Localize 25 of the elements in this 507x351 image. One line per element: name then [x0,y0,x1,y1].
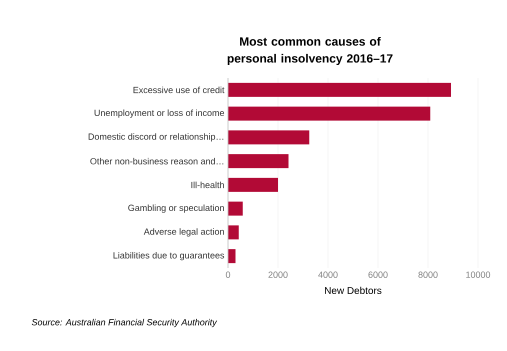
y-tick-label: Excessive use of credit [134,86,224,94]
bar [228,249,236,264]
y-tick-label: Liabilities due to guarantees [114,252,224,260]
x-tick-label: 8000 [418,272,438,278]
bar [228,225,239,240]
x-axis-title: New Debtors [325,286,382,294]
y-tick-label: Unemployment or loss of income [94,109,224,118]
bar [228,130,310,144]
y-tick-label: Other non-business reason and… [90,158,224,164]
y-tick-label: Gambling or speculation [128,204,224,213]
x-tick-label: 10000 [466,272,490,278]
bar [228,178,278,192]
y-tick-label: Ill-health [191,182,224,188]
x-tick-label: 2000 [268,272,288,278]
bar [228,106,430,121]
x-tick-label: 0 [226,272,230,278]
x-tick-label: 6000 [368,272,388,278]
bar [228,154,289,168]
chart-title: Most common causes of personal insolvency 2016–17 [228,36,393,66]
y-tick-label: Domestic discord or relationship… [88,133,224,142]
y-tick-label: Adverse legal action [144,228,224,237]
bar [228,82,452,97]
x-tick-label: 4000 [318,272,338,278]
bar [228,202,243,216]
text: Source: Australian Financial Security Authority [32,318,218,328]
